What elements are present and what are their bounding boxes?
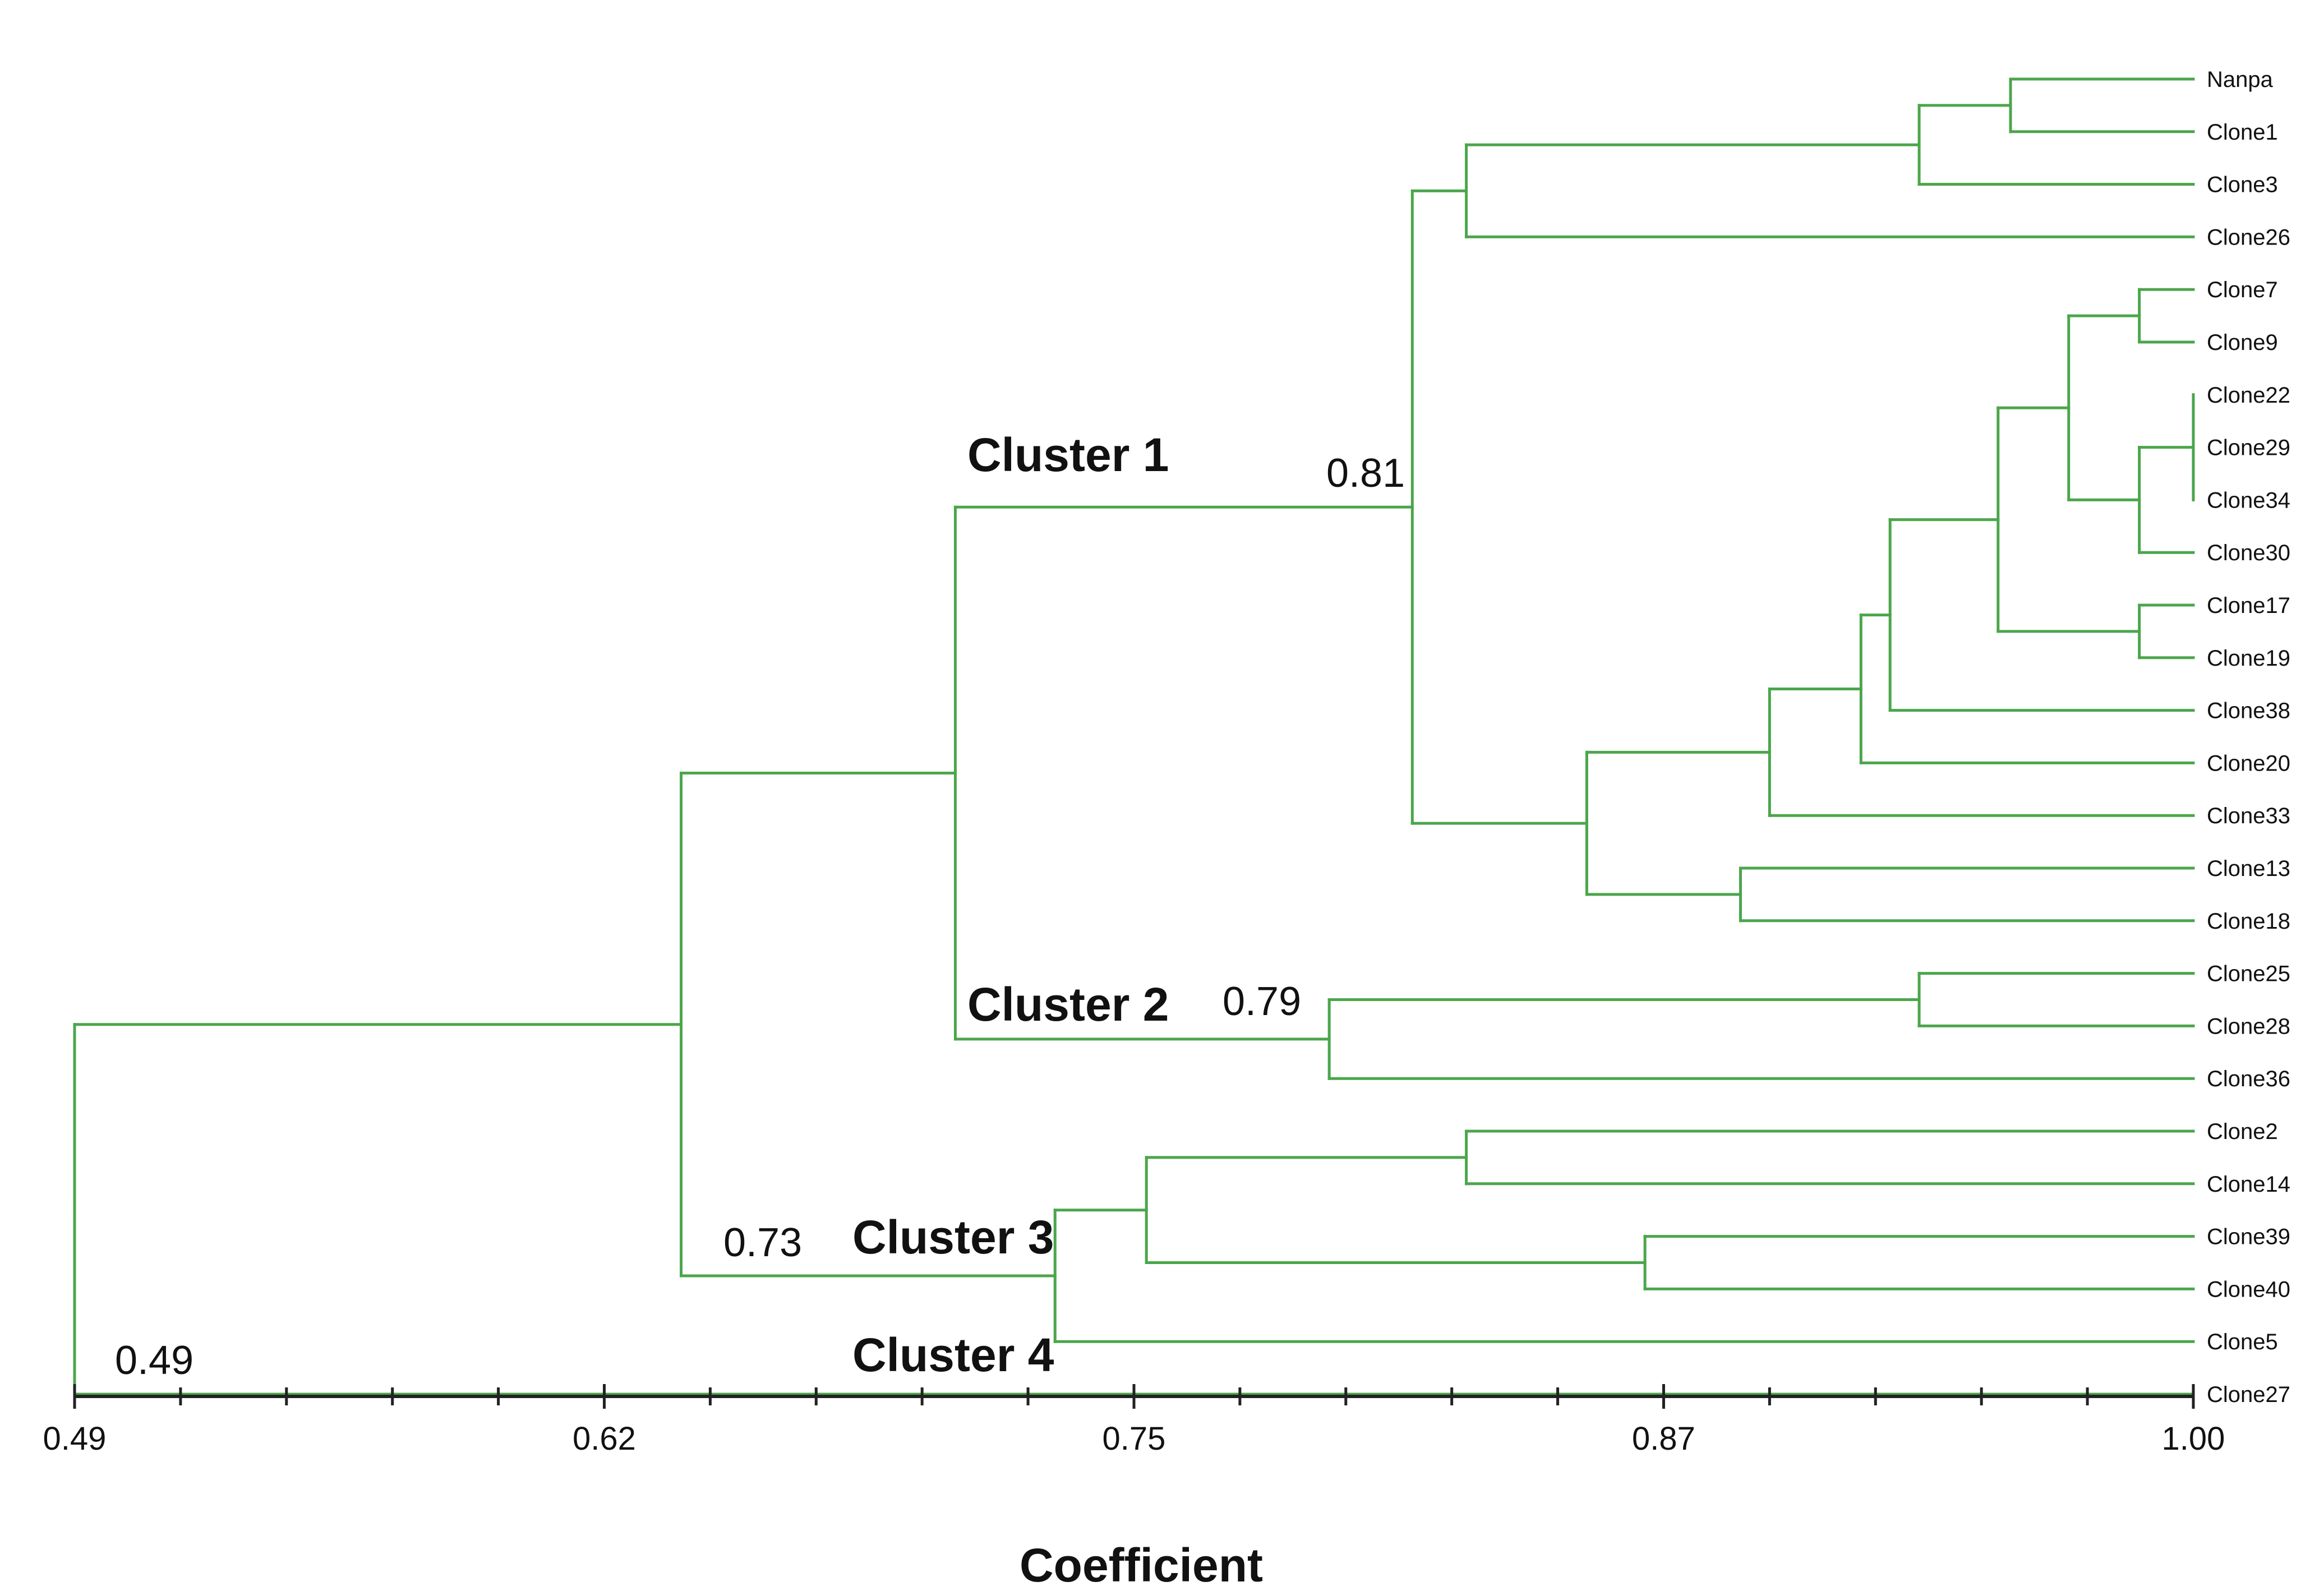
node-value-cluster-2: 0.79 [1223,979,1301,1024]
leaf-label-clone1: Clone1 [2207,120,2278,145]
leaf-label-clone28: Clone28 [2207,1014,2290,1039]
x-tick-label: 0.75 [1103,1421,1166,1457]
leaf-label-clone5: Clone5 [2207,1330,2278,1354]
leaf-labels: Nanpa Clone1 Clone3 Clone26 Clone7 Clone9 Clon… [2207,67,2290,1407]
node-value-cluster-4: 0.49 [115,1338,193,1383]
leaf-label-clone2: Clone2 [2207,1119,2278,1144]
cluster-2-label: Cluster 2 [967,978,1169,1031]
dendrogram-branches [73,77,2195,1396]
leaf-label-clone26: Clone26 [2207,225,2290,250]
leaf-label-clone25: Clone25 [2207,962,2290,986]
leaf-label-clone33: Clone33 [2207,804,2290,828]
leaf-label-clone40: Clone40 [2207,1277,2290,1302]
leaf-label-nanpa: Nanpa [2207,67,2274,92]
leaf-label-clone19: Clone19 [2207,646,2290,671]
x-tick-label: 1.00 [2162,1421,2225,1457]
leaf-label-clone3: Clone3 [2207,173,2278,197]
leaf-label-clone30: Clone30 [2207,541,2290,565]
leaf-label-clone18: Clone18 [2207,909,2290,934]
node-value-cluster-3: 0.73 [723,1220,802,1265]
leaf-label-clone9: Clone9 [2207,330,2278,355]
leaf-label-clone38: Clone38 [2207,699,2290,723]
cluster-1-label: Cluster 1 [967,428,1169,481]
leaf-label-clone20: Clone20 [2207,751,2290,776]
leaf-label-clone17: Clone17 [2207,593,2290,618]
x-tick-label: 0.87 [1632,1421,1695,1457]
leaf-label-clone34: Clone34 [2207,488,2290,513]
node-value-cluster-1: 0.81 [1326,451,1405,496]
cluster-3-label: Cluster 3 [852,1211,1054,1263]
x-tick-label: 0.62 [573,1421,636,1457]
x-tick-label: 0.49 [43,1421,107,1457]
leaf-label-clone13: Clone13 [2207,856,2290,881]
leaf-label-clone22: Clone22 [2207,383,2290,408]
leaf-label-clone36: Clone36 [2207,1067,2290,1091]
leaf-label-clone39: Clone39 [2207,1225,2290,1249]
leaf-label-clone27: Clone27 [2207,1382,2290,1407]
leaf-label-clone14: Clone14 [2207,1172,2290,1197]
cluster-4-label: Cluster 4 [852,1329,1054,1381]
x-axis: 0.49 0.62 0.75 0.87 1.00 [43,1384,2225,1457]
leaf-label-clone7: Clone7 [2207,278,2278,302]
leaf-label-clone29: Clone29 [2207,436,2290,460]
x-axis-title: Coefficient [1020,1539,1263,1591]
